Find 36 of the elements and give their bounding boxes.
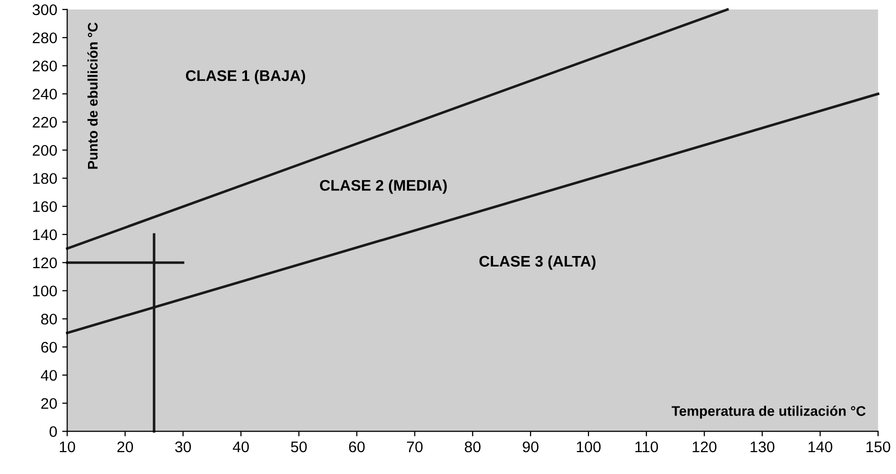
x-axis-title: Temperatura de utilización °C	[672, 406, 866, 419]
y-tick-label: 120	[33, 257, 57, 268]
y-tick-label: 60	[41, 342, 57, 353]
y-tick-label: 280	[32, 32, 57, 44]
y-tick-label: 20	[41, 398, 57, 409]
x-tick-label: 150	[866, 441, 890, 452]
x-tick-label: 60	[349, 441, 365, 452]
x-tick-label: 40	[232, 441, 249, 452]
x-tick-label: 90	[522, 441, 538, 452]
y-tick-label: 220	[32, 116, 57, 128]
y-tick-label: 300	[32, 4, 57, 16]
x-tick-label: 80	[464, 441, 481, 452]
y-tick-label: 200	[32, 144, 57, 156]
annotation: CLASE 3 (ALTA)	[479, 255, 596, 270]
y-tick-label: 260	[32, 60, 57, 72]
x-tick-label: 130	[750, 441, 774, 452]
x-tick-label: 140	[808, 441, 832, 452]
x-tick-label: 50	[290, 441, 307, 452]
x-tick-label: 70	[407, 441, 423, 452]
x-tick-label: 120	[692, 441, 716, 452]
y-tick-label: 80	[41, 314, 57, 325]
x-tick-label: 110	[635, 441, 658, 452]
y-tick-label: 100	[33, 286, 57, 296]
y-tick-label: 240	[32, 88, 57, 100]
x-tick-label: 20	[117, 441, 134, 452]
annotation: CLASE 2 (MEDIA)	[320, 180, 447, 194]
x-tick-label: 100	[576, 441, 601, 452]
y-axis-title: Punto de ebullición °C	[87, 22, 98, 169]
x-tick-label: 30	[175, 441, 191, 452]
annotation: CLASE 1 (BAJA)	[186, 70, 306, 84]
y-tick-label: 140	[33, 229, 57, 240]
y-tick-label: 0	[50, 426, 57, 438]
y-tick-label: 180	[33, 173, 57, 184]
y-tick-label: 40	[40, 370, 57, 381]
y-tick-label: 160	[33, 201, 57, 212]
x-tick-label: 10	[60, 441, 76, 452]
